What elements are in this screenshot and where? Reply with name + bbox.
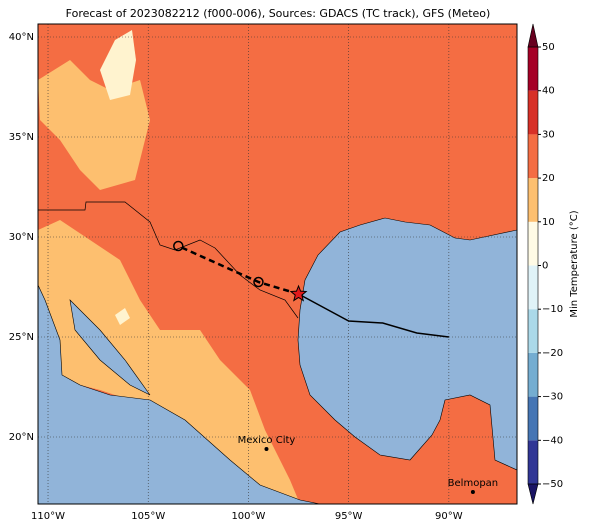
lon-tick-label: 90°W <box>435 511 463 522</box>
colorbar-band <box>528 90 538 135</box>
colorbar-band <box>528 47 538 91</box>
title: Forecast of 2023082212 (f000-006), Sourc… <box>66 7 491 20</box>
colorbar-tick-label: 10 <box>542 217 555 228</box>
cool-region <box>115 308 130 325</box>
colorbar-tick-label: 50 <box>542 42 555 53</box>
lat-tick-label: 30°N <box>9 232 34 243</box>
colorbar-band <box>528 134 538 179</box>
lat-tick-label: 40°N <box>9 32 34 43</box>
map-frame <box>37 23 518 505</box>
colorbar-tick-label: 0 <box>542 261 548 272</box>
colorbar-tick-label: −40 <box>542 435 563 446</box>
colorbar-tick-label: −20 <box>542 348 563 359</box>
city-label: Mexico City <box>238 435 296 446</box>
lat-tick-label: 35°N <box>9 132 34 143</box>
colorbar-band <box>528 309 538 353</box>
forecast-point <box>253 276 264 288</box>
colorbar-tick-label: −50 <box>542 479 563 490</box>
colorbar-tick-label: −30 <box>542 392 563 403</box>
colorbar-tick-label: 30 <box>542 129 555 140</box>
lat-tick-label: 25°N <box>9 332 34 343</box>
colorbar-tick-label: 20 <box>542 173 555 184</box>
colorbar-under <box>527 483 539 505</box>
lon-tick-label: 110°W <box>31 511 65 522</box>
gulf-of-mexico <box>297 217 517 471</box>
city-label: Belmopan <box>448 478 498 489</box>
warm-region <box>38 220 300 504</box>
storm-position <box>289 284 308 302</box>
lon-tick-label: 100°W <box>231 511 265 522</box>
colorbar-band <box>528 265 538 310</box>
lon-tick-label: 105°W <box>131 511 165 522</box>
lon-tick-label: 95°W <box>335 511 363 522</box>
forecast-track <box>177 244 299 296</box>
map-area: Mexico City Belmopan <box>38 24 517 504</box>
past-track <box>298 293 449 338</box>
colorbar-band <box>528 178 538 222</box>
colorbar-band <box>528 440 538 484</box>
lat-tick-label: 20°N <box>9 432 34 443</box>
colorbar-band <box>528 221 538 266</box>
city-dot <box>264 447 269 451</box>
colorbar-tick-label: −10 <box>542 304 563 315</box>
cool-region <box>100 30 136 100</box>
colorbar-band <box>528 352 538 397</box>
colorbar-tick-label: 40 <box>542 86 555 97</box>
pacific-ocean <box>38 284 321 504</box>
colorbar-over <box>527 23 539 48</box>
forecast-point <box>173 240 184 252</box>
gulf-of-california <box>69 299 151 396</box>
colorbar-band <box>528 396 538 441</box>
colorbar-label: Min Temperature (°C) <box>569 210 580 317</box>
city-dot <box>470 490 475 494</box>
